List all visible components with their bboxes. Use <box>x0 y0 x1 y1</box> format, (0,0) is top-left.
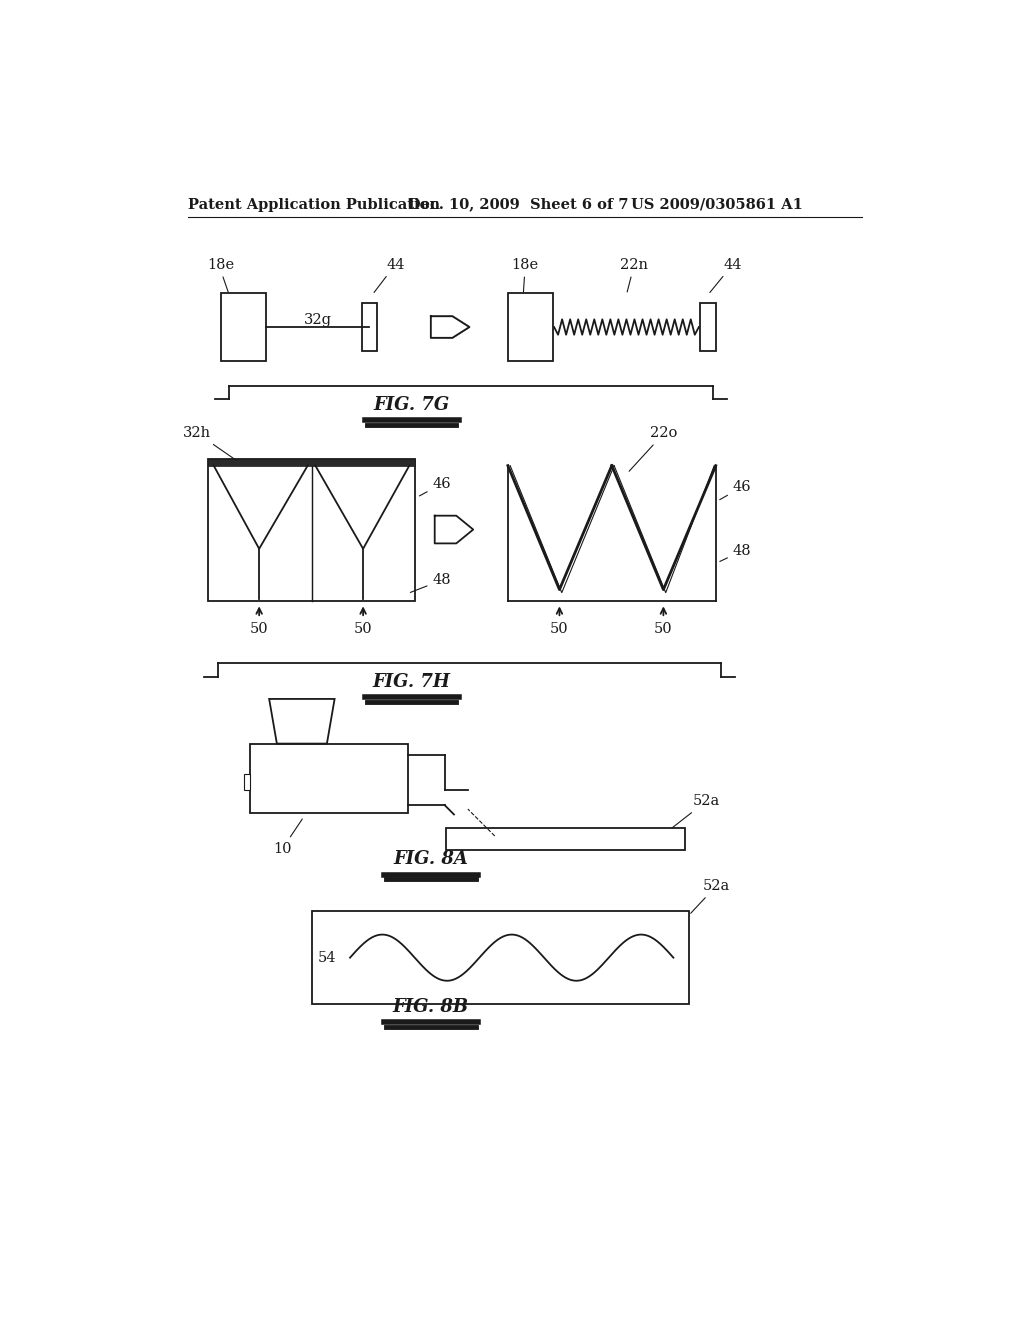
Text: 18e: 18e <box>208 257 234 292</box>
Bar <box>361 304 377 351</box>
Bar <box>311 911 689 1003</box>
Text: FIG. 8A: FIG. 8A <box>393 850 468 869</box>
Polygon shape <box>269 700 335 743</box>
Text: FIG. 7G: FIG. 7G <box>374 396 450 414</box>
Bar <box>446 829 685 850</box>
Text: 32h: 32h <box>183 426 237 461</box>
Text: 32g: 32g <box>304 313 332 327</box>
Text: 10: 10 <box>273 818 302 855</box>
Text: 50: 50 <box>353 622 373 636</box>
Bar <box>208 459 416 601</box>
Polygon shape <box>435 516 473 544</box>
Text: 48: 48 <box>411 573 451 593</box>
Text: Patent Application Publication: Patent Application Publication <box>188 198 440 211</box>
Text: 46: 46 <box>420 477 451 496</box>
Text: 50: 50 <box>654 622 673 636</box>
Text: 50: 50 <box>550 622 568 636</box>
Text: 52a: 52a <box>691 879 730 913</box>
Bar <box>250 743 408 813</box>
Text: 52a: 52a <box>672 795 720 828</box>
Bar <box>208 459 416 466</box>
Bar <box>221 293 266 360</box>
Text: 18e: 18e <box>512 257 539 292</box>
Text: 48: 48 <box>720 544 752 561</box>
Text: 22n: 22n <box>621 257 648 292</box>
Text: US 2009/0305861 A1: US 2009/0305861 A1 <box>631 198 803 211</box>
Text: 50: 50 <box>250 622 268 636</box>
Text: 44: 44 <box>710 257 742 293</box>
Polygon shape <box>431 317 469 338</box>
Text: 22o: 22o <box>629 426 678 471</box>
Text: FIG. 8B: FIG. 8B <box>393 998 469 1016</box>
Text: 44: 44 <box>374 257 404 293</box>
Text: 54: 54 <box>317 950 336 965</box>
Text: Dec. 10, 2009  Sheet 6 of 7: Dec. 10, 2009 Sheet 6 of 7 <box>408 198 629 211</box>
Text: FIG. 7H: FIG. 7H <box>373 673 451 692</box>
Bar <box>508 293 553 360</box>
Text: 46: 46 <box>720 480 752 500</box>
Bar <box>700 304 716 351</box>
Bar <box>244 775 250 789</box>
